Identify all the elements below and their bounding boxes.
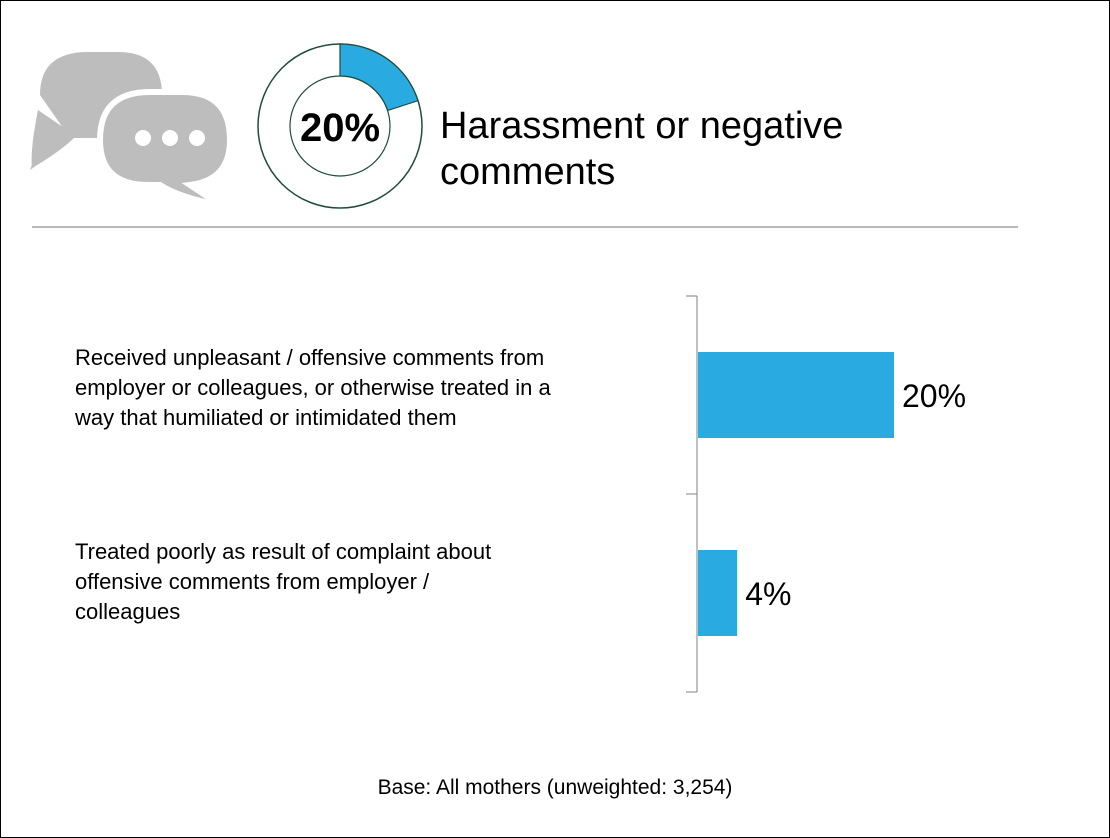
bar-1 xyxy=(698,352,894,438)
category-label-line: Received unpleasant / offensive comments… xyxy=(75,345,545,370)
title-line-2: comments xyxy=(440,151,616,193)
category-label-line: colleagues xyxy=(75,599,181,624)
page-title: Harassment or negative comments xyxy=(440,103,960,195)
dot-icon xyxy=(162,130,178,146)
dot-icon xyxy=(135,130,151,146)
y-axis xyxy=(686,295,698,693)
bar-2 xyxy=(698,550,738,636)
base-note: Base: All mothers (unweighted: 3,254) xyxy=(377,776,733,799)
category-label-line: way that humiliated or intimidated them xyxy=(75,405,457,430)
category-label-2: Treated poorly as result of complaint ab… xyxy=(75,537,685,627)
bar-value-label-2: 4% xyxy=(745,576,791,612)
category-label-1: Received unpleasant / offensive comments… xyxy=(75,343,685,433)
divider xyxy=(32,226,1018,228)
category-label-line: Treated poorly as result of complaint ab… xyxy=(75,539,492,564)
bars: 20% 4% xyxy=(698,352,966,636)
bar-value-label-1: 20% xyxy=(902,378,966,414)
dot-icon xyxy=(189,130,205,146)
donut-value-label: 20% xyxy=(300,106,380,150)
category-label-line: employer or colleagues, or otherwise tre… xyxy=(75,375,551,400)
donut-chart: 20% xyxy=(257,43,423,209)
donut-hole xyxy=(289,75,391,177)
title-line-1: Harassment or negative xyxy=(440,105,844,147)
speech-bubbles-icon xyxy=(30,52,234,208)
category-label-line: offensive comments from employer / xyxy=(75,569,430,594)
